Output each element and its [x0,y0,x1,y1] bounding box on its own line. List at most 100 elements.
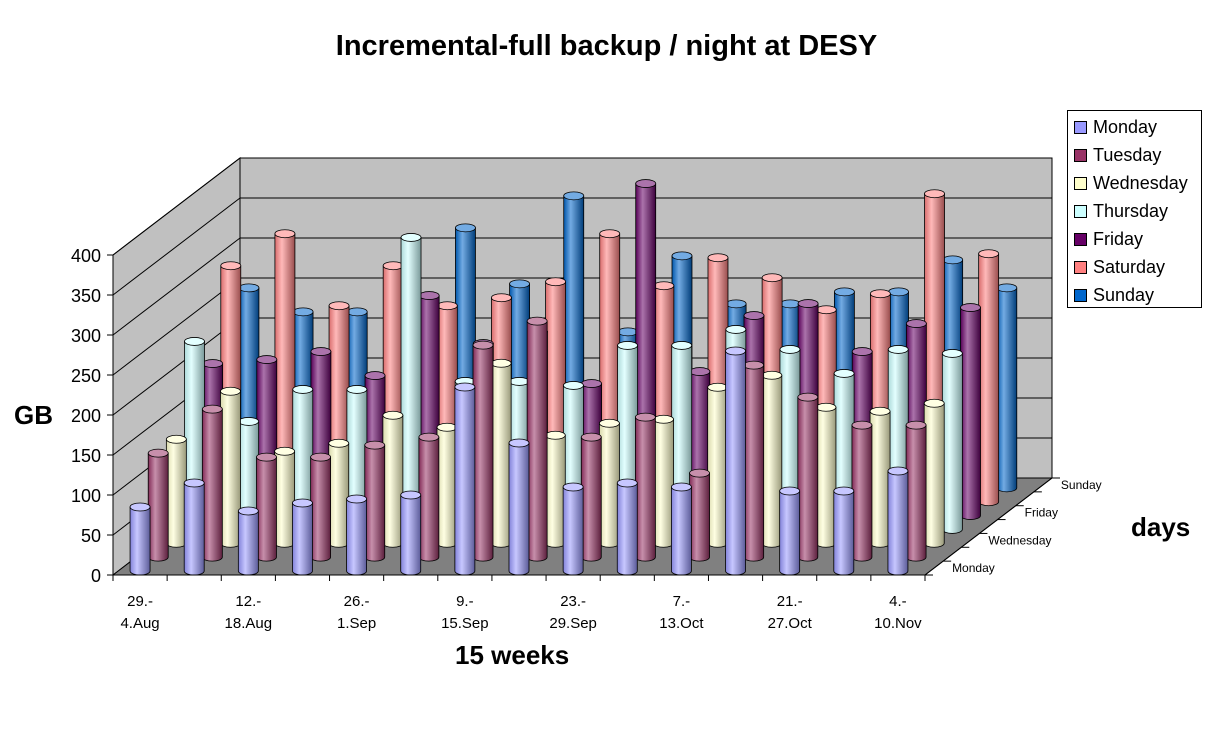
x-axis-label: 15 weeks [455,640,570,670]
bar [580,432,602,562]
bar-body [490,362,512,548]
bar [382,410,404,548]
bar-top [707,253,729,263]
bar-top [400,233,422,242]
bar [635,412,656,562]
bar-body [797,396,819,562]
legend-swatch [1074,176,1087,190]
bar-top [833,287,855,297]
bar-top [653,281,675,291]
bar-body [129,506,151,576]
bar-body [833,490,855,576]
bar-top [454,382,476,392]
bar-top [833,369,855,378]
legend-label: Thursday [1093,200,1169,221]
legend-item-tuesday: Tuesday [1074,143,1161,167]
bar-top [562,482,584,492]
bar [237,506,259,576]
y-tick-label: 250 [71,366,101,386]
bar [220,386,241,548]
bar [616,478,638,576]
bar-top [851,420,873,430]
bar-body [165,438,187,548]
bar-top [508,377,530,386]
legend-swatch [1074,260,1087,274]
depth-axis-label: days [1131,512,1191,542]
bar-top [797,392,819,402]
bar-top [743,360,765,370]
gridline-side [112,197,241,296]
bar-body [671,486,692,576]
bar [201,404,223,562]
bar-top [544,430,566,440]
bar-top [436,301,458,311]
bar-body [544,434,566,548]
bar-top [725,325,747,334]
bar-body [725,350,746,576]
bar-body [887,470,909,576]
legend-item-sunday: Sunday [1074,283,1154,307]
depth-axis-line [924,477,1053,576]
bar-body [183,482,205,576]
x-tick-label: 13.Oct [659,615,704,632]
bar-top [671,482,692,492]
bar-top [563,381,584,390]
bar-body [346,498,367,576]
legend-label: Monday [1093,116,1158,137]
bar-top [887,345,909,354]
bar-top [545,277,566,287]
bar [129,502,151,576]
legend-swatch [1074,120,1087,134]
bar-top [256,452,277,462]
bar-top [292,307,314,317]
bar [400,490,422,576]
bar [960,303,981,520]
bar-top [869,406,891,416]
bar [418,432,440,562]
bar-body [599,422,620,548]
bar-top [797,299,819,308]
x-tick-label: 29.Sep [549,615,597,632]
bar-top [328,438,350,448]
bar [328,438,350,548]
bar-body [418,436,440,562]
bar-top [165,434,187,444]
bar-top [184,337,205,346]
bar-body [310,456,332,562]
bar-top [653,414,674,424]
gridline-side [112,237,241,336]
y-tick-label: 200 [71,406,101,426]
bar-body [743,364,765,562]
bar-body [905,424,927,562]
bar-top [779,345,801,354]
bar-body [400,494,422,576]
bar [851,420,873,562]
depth-tick-label: Sunday [1061,478,1102,492]
bar-top [580,432,602,442]
bar-body [923,402,945,548]
bar-body [436,426,458,548]
bar-top [202,359,224,368]
bar-top [436,422,458,432]
y-tick-label: 300 [71,326,101,346]
bar [599,418,620,548]
bar-top [346,307,368,317]
bar-top [635,412,656,422]
bar [147,448,169,562]
bar [707,382,729,548]
bar-top [942,255,964,265]
bar-top [887,466,909,476]
depth-tick-label: Friday [1025,506,1058,520]
legend-swatch [1074,148,1087,162]
bar-top [689,367,711,376]
depth-tick-label: Wednesday [988,533,1051,547]
bar-top [382,410,404,420]
bar [183,478,205,576]
bar-body [580,436,602,562]
bar-top [364,440,386,450]
bar-top [509,279,530,289]
chart-legend: Monday Tuesday Wednesday Thursday Friday Satu… [1067,110,1202,308]
bar [941,349,963,534]
y-axis-label: GB [14,400,53,430]
